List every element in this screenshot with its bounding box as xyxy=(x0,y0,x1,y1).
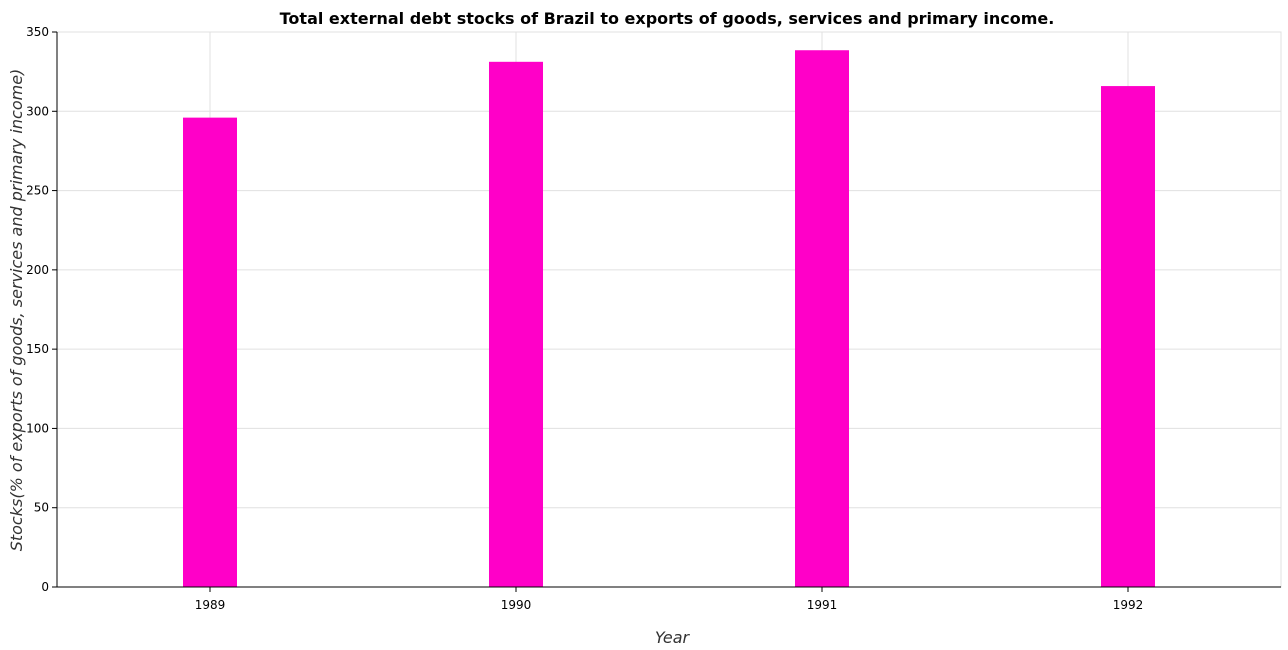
y-tick-label: 150 xyxy=(26,342,49,356)
y-axis-label: Stocks(% of exports of goods, services a… xyxy=(7,69,26,552)
y-tick-label: 250 xyxy=(26,184,49,198)
bar-1989 xyxy=(183,117,237,587)
chart-title: Total external debt stocks of Brazil to … xyxy=(280,9,1055,28)
x-axis-label: Year xyxy=(655,628,691,647)
y-tick-label: 350 xyxy=(26,25,49,39)
y-tick-label: 200 xyxy=(26,263,49,277)
grid xyxy=(56,31,1282,588)
y-tick-label: 50 xyxy=(34,501,49,515)
y-tick-label: 0 xyxy=(41,580,49,594)
y-tick-label: 300 xyxy=(26,104,49,118)
bars xyxy=(183,50,1155,588)
bar-1991 xyxy=(795,50,849,587)
bar-1992 xyxy=(1101,86,1155,587)
x-tick-label: 1990 xyxy=(501,598,532,612)
x-tick-label: 1989 xyxy=(195,598,226,612)
axes: 0 50 100 150 200 250 300 350 1989 1990 1991 1992 xyxy=(26,25,1281,612)
y-tick-label: 100 xyxy=(26,421,49,435)
bar-1990 xyxy=(489,61,543,588)
x-tick-label: 1992 xyxy=(1113,598,1144,612)
plot-border xyxy=(56,31,1282,588)
x-tick-label: 1991 xyxy=(807,598,838,612)
